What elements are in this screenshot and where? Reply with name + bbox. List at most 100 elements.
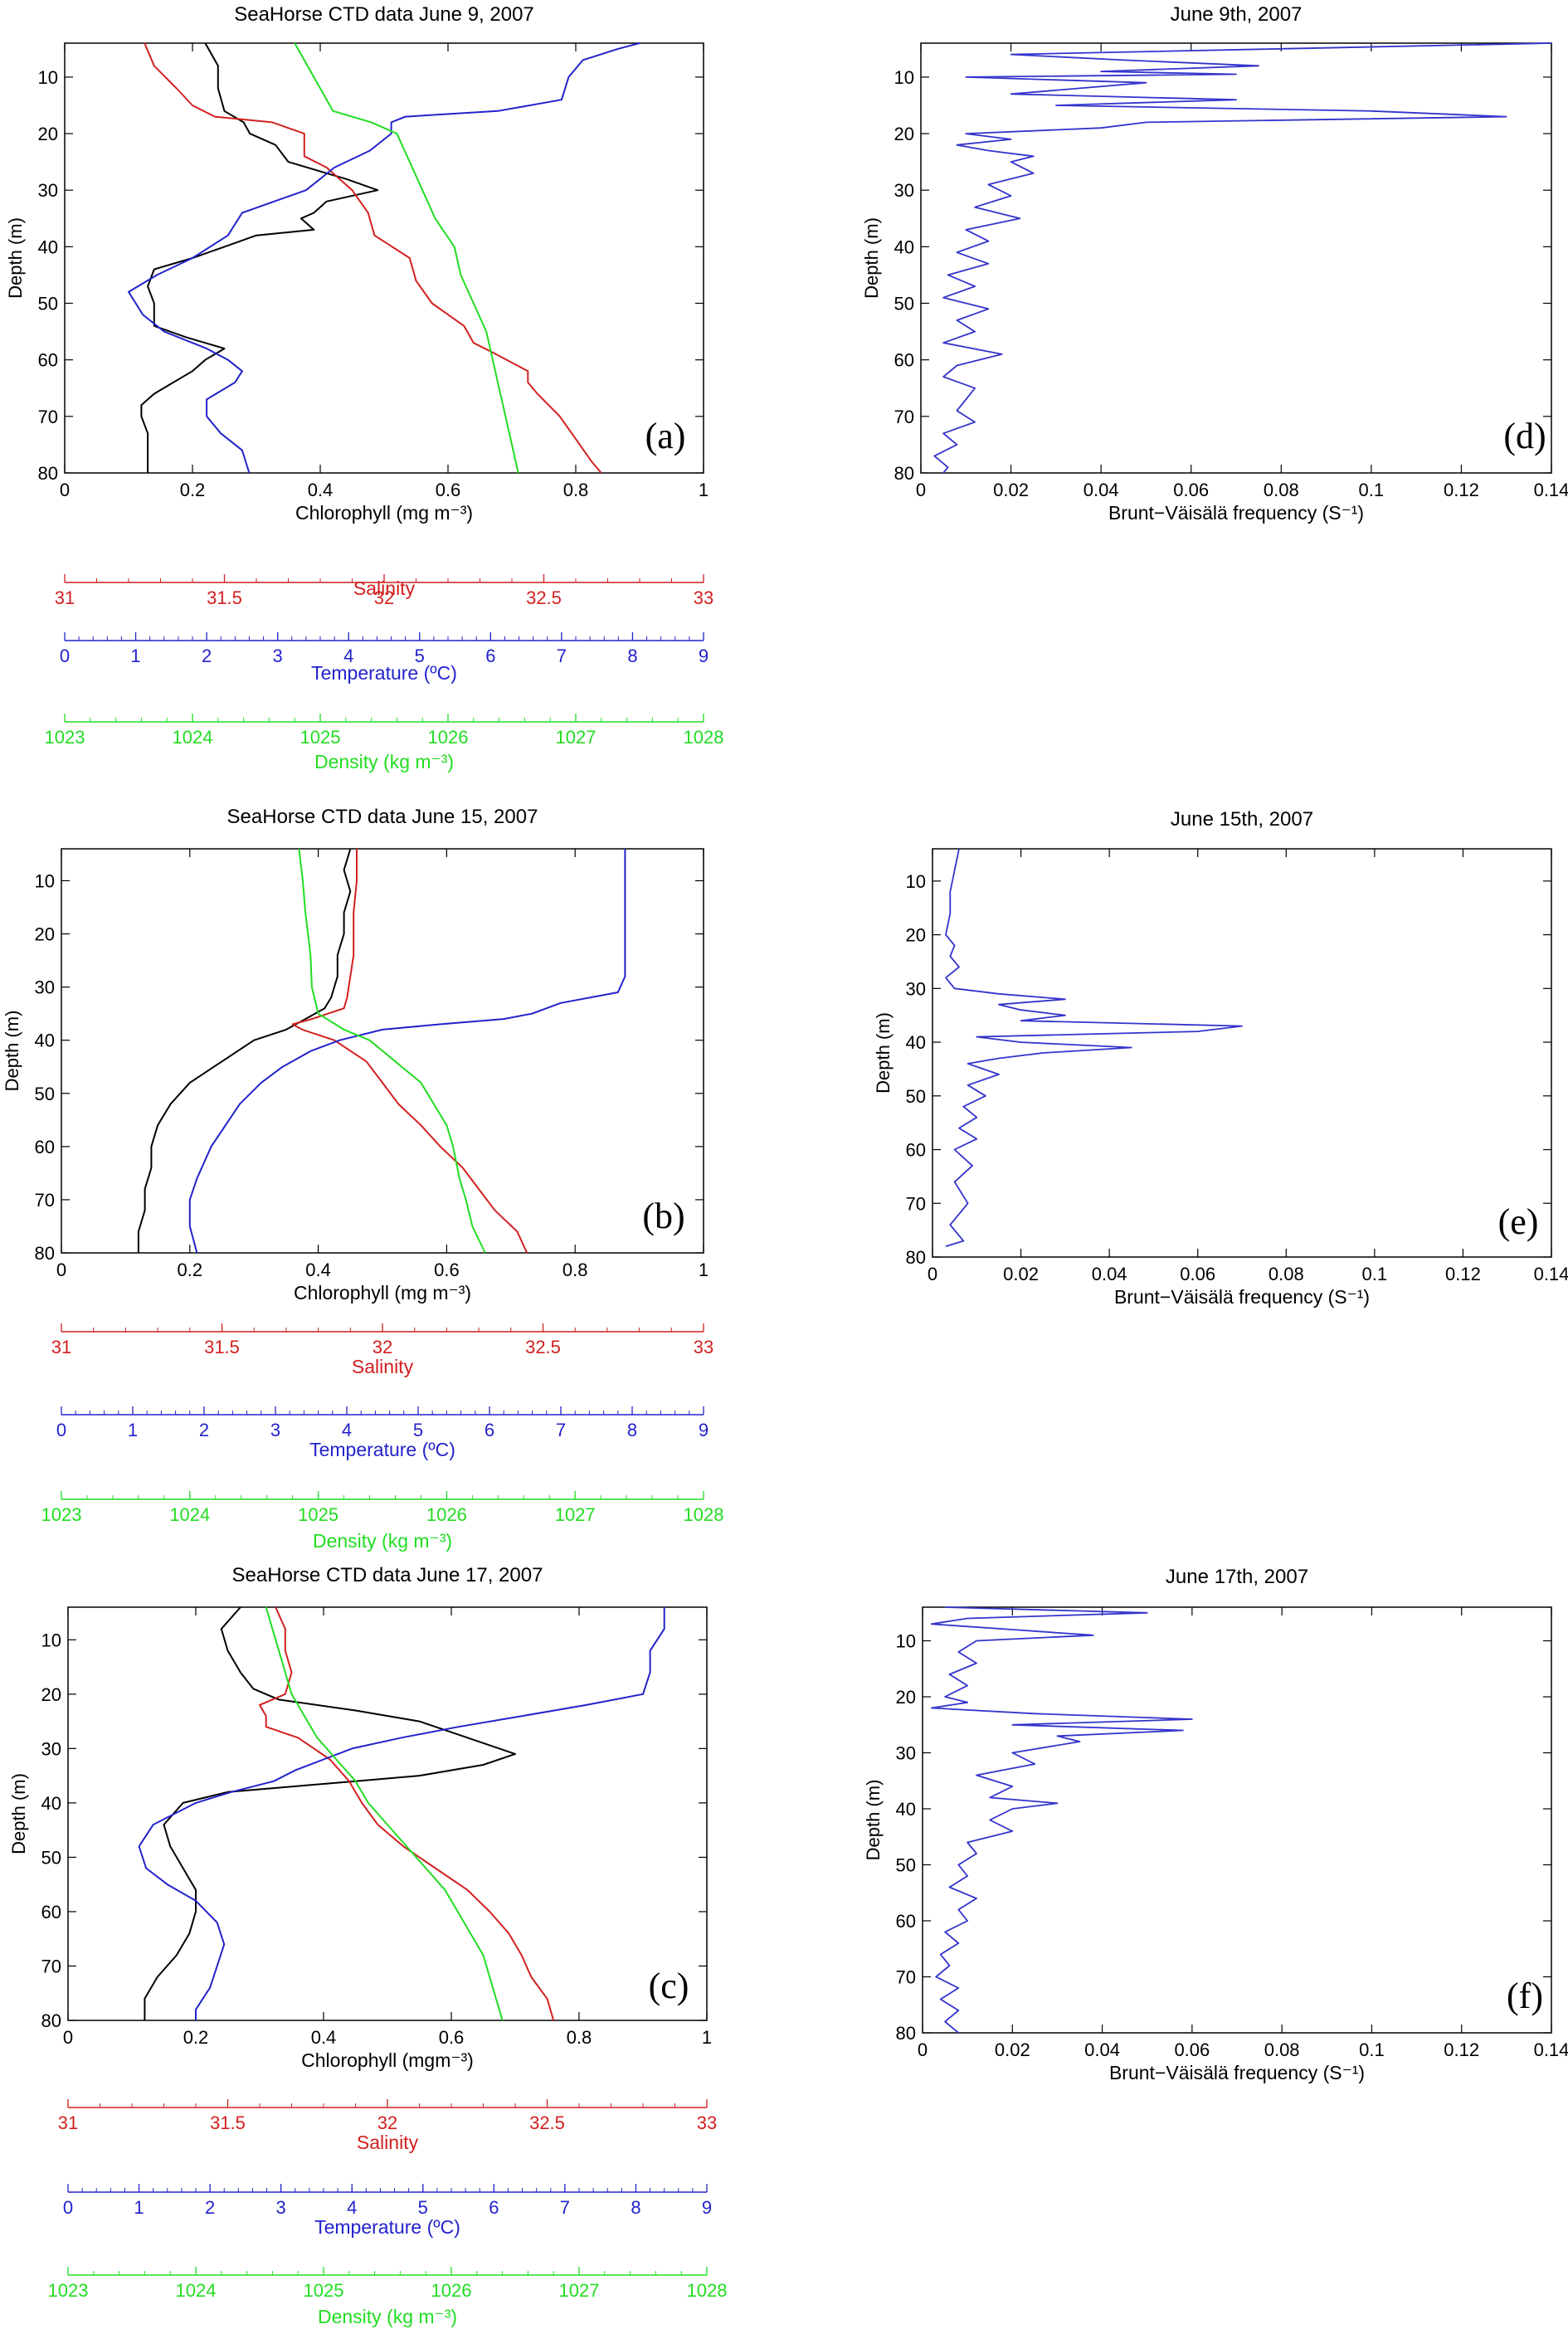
y-tick-label: 40 [35,1031,55,1051]
temperature-tick-label: 6 [485,646,495,666]
panel-label: (a) [645,416,686,456]
y-axis-label: Depth (m) [863,1780,884,1861]
density-tick-label: 1028 [684,1504,724,1525]
y-tick-label: 70 [894,407,914,427]
y-tick-label: 30 [35,977,55,998]
x-tick-label: 0.02 [993,480,1029,500]
panel-a: SeaHorse CTD data June 9, 20071020304050… [5,3,723,772]
x-tick-label: 0 [916,480,926,500]
y-tick-label: 50 [894,294,914,314]
y-tick-label: 60 [41,1902,61,1922]
y-tick-label: 10 [896,1631,916,1652]
y-tick-label: 60 [35,1137,55,1157]
temperature-tick-label: 4 [347,2197,357,2218]
x-tick-label: 0.04 [1083,480,1119,500]
x-axis-label: Chlorophyll (mg m⁻³) [295,502,473,524]
y-tick-label: 80 [896,2023,916,2044]
plot-frame [67,1606,708,2021]
temperature-tick-label: 5 [413,1420,423,1440]
y-axis-label: Depth (m) [8,1773,29,1854]
temperature-tick-label: 8 [627,1420,637,1440]
x-tick-label: 1 [702,2027,712,2048]
x-tick-label: 0.8 [562,1260,588,1280]
y-tick-label: 30 [38,180,58,201]
x-tick-label: 0 [60,480,70,500]
salinity-axis: 31 31.5 32 32.5 33 Salinity [55,574,713,608]
temperature-profile-line [128,42,640,474]
temperature-tick-label: 7 [560,2197,570,2218]
x-axis-label: Brunt−Väisälä frequency (S⁻¹) [1109,2062,1365,2083]
y-tick-label: 10 [35,870,55,891]
y-tick-label: 20 [906,925,926,946]
temperature-tick-label: 9 [699,1420,709,1440]
y-tick-label: 10 [894,67,914,88]
chlorophyll-profile-line [137,848,352,1253]
temperature-tick-label: 7 [556,1420,566,1440]
y-tick-label: 50 [906,1086,926,1107]
y-tick-label: 70 [896,1967,916,1988]
x-axis-label: Brunt−Väisälä frequency (S⁻¹) [1108,502,1364,524]
x-tick-label: 0.14 [1534,1264,1568,1284]
temperature-tick-label: 0 [63,2197,73,2218]
y-tick-label: 60 [906,1140,926,1161]
x-tick-label: 1 [699,480,709,500]
chart-title: SeaHorse CTD data June 15, 2007 [227,806,538,828]
y-tick-label: 40 [906,1032,926,1053]
y-tick-label: 60 [894,350,914,371]
density-tick-label: 1026 [426,1504,467,1525]
salinity-profile-line [144,42,602,474]
salinity-tick-label: 33 [694,587,713,608]
chlorophyll-profile-line [140,42,379,473]
density-tick-label: 1026 [428,727,469,748]
salinity-axis-label: Salinity [352,1356,414,1377]
x-tick-label: 0.06 [1174,2039,1210,2060]
y-tick-label: 80 [35,1243,55,1264]
bv-frequency-line [930,1606,1193,2034]
salinity-tick-label: 33 [697,2112,717,2133]
y-tick-label: 30 [894,180,914,201]
y-tick-label: 70 [35,1190,55,1211]
x-axis-label: Chlorophyll (mg m⁻³) [294,1282,471,1304]
salinity-axis-label: Salinity [353,577,416,599]
salinity-tick-label: 31 [58,2112,78,2133]
temperature-axis: 0 1 2 3 4 5 6 7 8 9 Temperature (ºC) [56,1406,709,1460]
y-tick-label: 10 [38,67,58,88]
density-tick-label: 1023 [41,1504,82,1525]
salinity-profile-line [291,849,528,1254]
plot-frame [920,42,1552,474]
panel-label: (b) [642,1196,684,1236]
temperature-tick-label: 9 [702,2197,712,2218]
panel-label: (d) [1503,416,1546,456]
y-axis-label: Depth (m) [861,217,882,299]
x-tick-label: 0.4 [311,2027,337,2048]
chart-title: June 15th, 2007 [1171,808,1313,831]
density-axis: 1023 1024 1025 1026 1027 1028 Density (kg m⁻³) [41,1491,724,1552]
chart-title: June 17th, 2007 [1166,1566,1308,1588]
panel-b: SeaHorse CTD data June 15, 2007102030405… [2,806,723,1552]
temperature-tick-label: 0 [56,1420,66,1440]
x-tick-label: 0.08 [1269,1264,1304,1284]
temperature-tick-label: 6 [489,2197,499,2218]
x-tick-label: 0.4 [305,1260,331,1280]
x-tick-label: 0.8 [567,2027,592,2048]
density-axis-label: Density (kg m⁻³) [318,2306,457,2327]
salinity-axis: 31 31.5 32 32.5 33 Salinity [51,1323,713,1377]
y-tick-label: 60 [896,1911,916,1932]
x-tick-label: 0.1 [1362,1264,1388,1284]
x-tick-label: 0.12 [1445,1264,1481,1284]
salinity-tick-label: 31.5 [204,1337,240,1357]
x-tick-label: 0 [56,1260,66,1280]
plot-frame [61,848,704,1254]
x-tick-label: 1 [699,1260,709,1280]
salinity-tick-label: 31 [55,587,75,608]
y-tick-label: 50 [896,1855,916,1876]
y-tick-label: 20 [35,924,55,945]
temperature-tick-label: 4 [342,1420,352,1440]
salinity-tick-label: 31 [51,1337,71,1357]
density-tick-label: 1025 [300,727,341,748]
y-tick-label: 30 [41,1738,61,1759]
x-tick-label: 0.4 [308,480,334,500]
temperature-tick-label: 2 [205,2197,215,2218]
y-tick-label: 30 [906,978,926,999]
panel-d: June 9th, 2007 10 20 30 40 50 60 70 80 Depth (m) (… [861,3,1568,524]
